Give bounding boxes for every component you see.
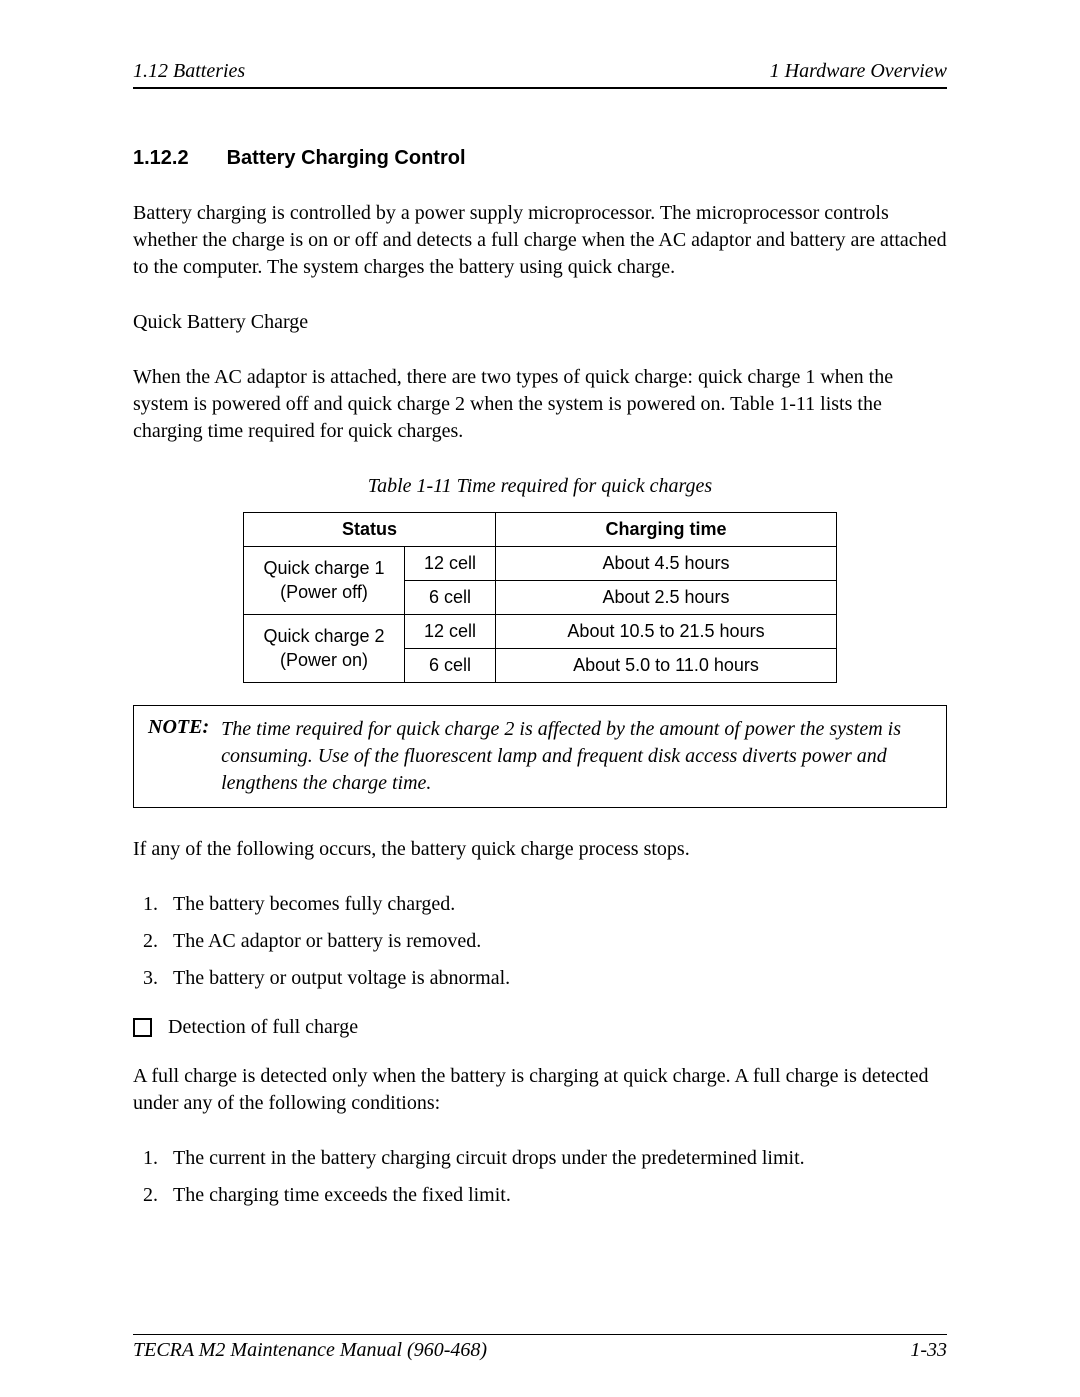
bullet-item: Detection of full charge xyxy=(133,1014,947,1041)
list-item: The battery or output voltage is abnorma… xyxy=(163,965,947,992)
list-item: The charging time exceeds the fixed limi… xyxy=(163,1182,947,1209)
table-cell-celltype: 12 cell xyxy=(405,615,496,649)
list-fullcharge-conditions: The current in the battery charging circ… xyxy=(133,1145,947,1209)
paragraph-fullcharge: A full charge is detected only when the … xyxy=(133,1063,947,1117)
paragraph-intro: Battery charging is controlled by a powe… xyxy=(133,200,947,281)
section-title: Battery Charging Control xyxy=(227,147,466,169)
list-item: The battery becomes fully charged. xyxy=(163,891,947,918)
table-cell-time: About 5.0 to 11.0 hours xyxy=(496,649,837,683)
bullet-text: Detection of full charge xyxy=(168,1014,358,1041)
running-footer: TECRA M2 Maintenance Manual (960-468) 1-… xyxy=(133,1334,947,1362)
table-cell-celltype: 6 cell xyxy=(405,649,496,683)
table-cell-status: Quick charge 2 (Power on) xyxy=(244,615,405,683)
table-cell-celltype: 6 cell xyxy=(405,581,496,615)
table-header-status: Status xyxy=(244,513,496,547)
note-label: NOTE: xyxy=(148,716,209,797)
table-caption: Table 1-11 Time required for quick charg… xyxy=(133,475,947,498)
list-item: The AC adaptor or battery is removed. xyxy=(163,928,947,955)
running-header: 1.12 Batteries 1 Hardware Overview xyxy=(133,60,947,89)
header-left: 1.12 Batteries xyxy=(133,60,245,83)
table-header-row: Status Charging time xyxy=(244,513,837,547)
table-cell-celltype: 12 cell xyxy=(405,547,496,581)
square-bullet-icon xyxy=(133,1018,152,1037)
table-row: Quick charge 1 (Power off) 12 cell About… xyxy=(244,547,837,581)
table-cell-text: Quick charge 2 xyxy=(263,626,384,646)
table-cell-time: About 4.5 hours xyxy=(496,547,837,581)
table-cell-time: About 10.5 to 21.5 hours xyxy=(496,615,837,649)
document-page: 1.12 Batteries 1 Hardware Overview 1.12.… xyxy=(0,0,1080,1397)
table-cell-status: Quick charge 1 (Power off) xyxy=(244,547,405,615)
paragraph-quickcharge: When the AC adaptor is attached, there a… xyxy=(133,364,947,445)
table-cell-text: (Power on) xyxy=(280,650,368,670)
list-stop-conditions: The battery becomes fully charged. The A… xyxy=(133,891,947,992)
footer-right: 1-33 xyxy=(910,1339,947,1362)
section-heading: 1.12.2 Battery Charging Control xyxy=(133,147,947,170)
table-cell-text: (Power off) xyxy=(280,582,368,602)
paragraph-subhead: Quick Battery Charge xyxy=(133,309,947,336)
list-item: The current in the battery charging circ… xyxy=(163,1145,947,1172)
charging-time-table: Status Charging time Quick charge 1 (Pow… xyxy=(243,512,837,683)
header-right: 1 Hardware Overview xyxy=(770,60,947,83)
note-box: NOTE: The time required for quick charge… xyxy=(133,705,947,808)
table-cell-time: About 2.5 hours xyxy=(496,581,837,615)
paragraph-after-note: If any of the following occurs, the batt… xyxy=(133,836,947,863)
note-text: The time required for quick charge 2 is … xyxy=(221,716,932,797)
footer-left: TECRA M2 Maintenance Manual (960-468) xyxy=(133,1339,487,1362)
table-row: Quick charge 2 (Power on) 12 cell About … xyxy=(244,615,837,649)
table-header-chargingtime: Charging time xyxy=(496,513,837,547)
table-cell-text: Quick charge 1 xyxy=(263,558,384,578)
section-number: 1.12.2 xyxy=(133,147,189,170)
